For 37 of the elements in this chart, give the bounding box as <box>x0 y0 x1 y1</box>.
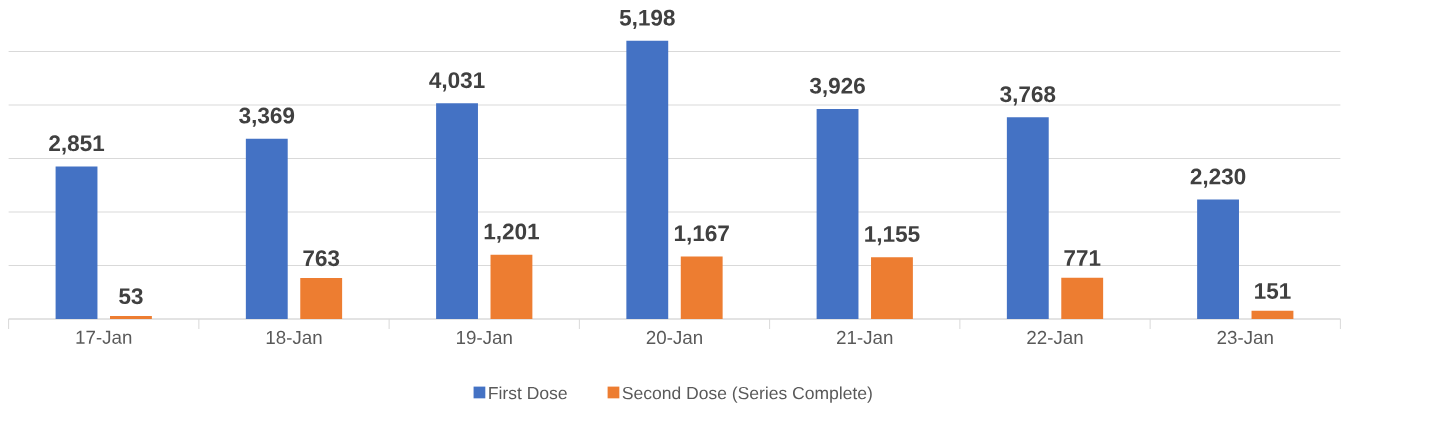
bar <box>110 316 152 319</box>
bar <box>490 254 533 319</box>
legend-label: First Dose <box>489 386 567 400</box>
bar <box>245 138 288 319</box>
data-label: 3,768 <box>1000 86 1056 106</box>
data-label: 3,369 <box>239 107 295 127</box>
data-label: 4,031 <box>429 72 485 92</box>
x-tick-label: 17-Jan <box>76 330 132 344</box>
data-label: 763 <box>303 250 340 267</box>
data-label: 2,230 <box>1190 168 1246 188</box>
bar <box>1197 199 1239 319</box>
data-label: 1,201 <box>484 223 539 243</box>
bar <box>1006 117 1049 319</box>
bar <box>1251 310 1294 319</box>
bar <box>680 256 723 319</box>
data-label: 771 <box>1064 250 1101 266</box>
x-tick-label: 22-Jan <box>1027 330 1083 345</box>
x-tick-label: 18-Jan <box>266 330 322 345</box>
bar <box>626 40 669 319</box>
bar <box>300 278 343 319</box>
x-tick-label: 20-Jan <box>646 330 702 345</box>
bar <box>871 257 913 319</box>
data-label: 53 <box>119 288 143 305</box>
x-tick-label: 23-Jan <box>1217 330 1273 345</box>
bar <box>55 166 98 319</box>
data-label: 1,167 <box>674 225 729 245</box>
x-tick-label: 21-Jan <box>837 330 893 345</box>
data-label: 3,926 <box>809 77 865 97</box>
x-tick-label: 19-Jan <box>456 330 512 345</box>
data-label: 1,155 <box>865 226 920 246</box>
legend-label: Second Dose (Series Complete) <box>622 386 872 403</box>
data-label: 5,198 <box>619 9 675 29</box>
bar <box>436 103 478 319</box>
data-label: 2,851 <box>49 135 105 155</box>
bar <box>1061 277 1104 319</box>
bar <box>816 108 859 319</box>
data-label: 151 <box>1255 283 1291 299</box>
